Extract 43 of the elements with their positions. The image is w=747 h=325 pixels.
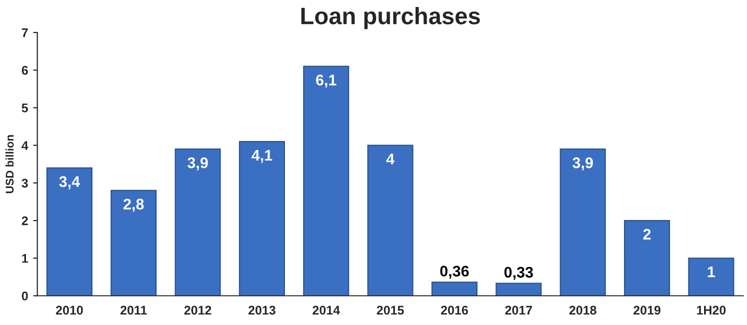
data-label: 6,1 <box>316 74 336 88</box>
x-tick-label: 2015 <box>376 306 404 315</box>
x-tick-label: 2013 <box>248 306 276 315</box>
data-label: 0,33 <box>504 266 533 280</box>
y-tick-label: 0 <box>22 292 28 300</box>
bar <box>303 66 350 296</box>
y-axis-title: USD billion <box>5 135 14 194</box>
x-tick-label: 1H20 <box>697 306 726 315</box>
x-tick-label: 2012 <box>184 306 212 315</box>
data-label: 2 <box>643 228 651 240</box>
chart-title: Loan purchases <box>301 7 480 30</box>
data-label: 0,36 <box>440 266 469 279</box>
y-tick-label: 3 <box>22 178 28 188</box>
bar <box>688 258 734 296</box>
y-tick-label: 7 <box>22 28 28 38</box>
data-label: 4 <box>386 154 394 164</box>
bar <box>431 282 478 296</box>
bar <box>624 220 670 296</box>
bar <box>560 148 606 296</box>
y-tick-label: 6 <box>22 66 28 75</box>
data-label: 1 <box>708 266 715 278</box>
data-label: 2,8 <box>124 198 144 212</box>
bar <box>110 190 157 296</box>
y-tick-label: 2 <box>22 216 28 226</box>
data-label: 3,9 <box>572 157 593 170</box>
x-tick-label: 2019 <box>634 306 660 315</box>
y-tick-label: 5 <box>22 104 28 112</box>
x-tick-label: 2011 <box>120 306 147 315</box>
x-tick-label: 2018 <box>569 306 596 315</box>
y-tick-label: 1 <box>22 254 28 263</box>
bar <box>174 148 221 296</box>
x-tick-label: 2016 <box>441 306 468 315</box>
data-label: 4,1 <box>252 150 272 163</box>
bar <box>367 144 414 296</box>
x-tick-label: 2010 <box>56 306 83 315</box>
bar <box>496 282 542 296</box>
data-label: 3,9 <box>188 157 208 170</box>
y-tick-label: 4 <box>22 141 28 150</box>
bar <box>46 167 92 296</box>
x-tick-label: 2014 <box>312 306 340 315</box>
x-tick-label: 2017 <box>505 306 532 315</box>
data-label: 3,4 <box>59 176 80 190</box>
bar <box>238 141 285 296</box>
